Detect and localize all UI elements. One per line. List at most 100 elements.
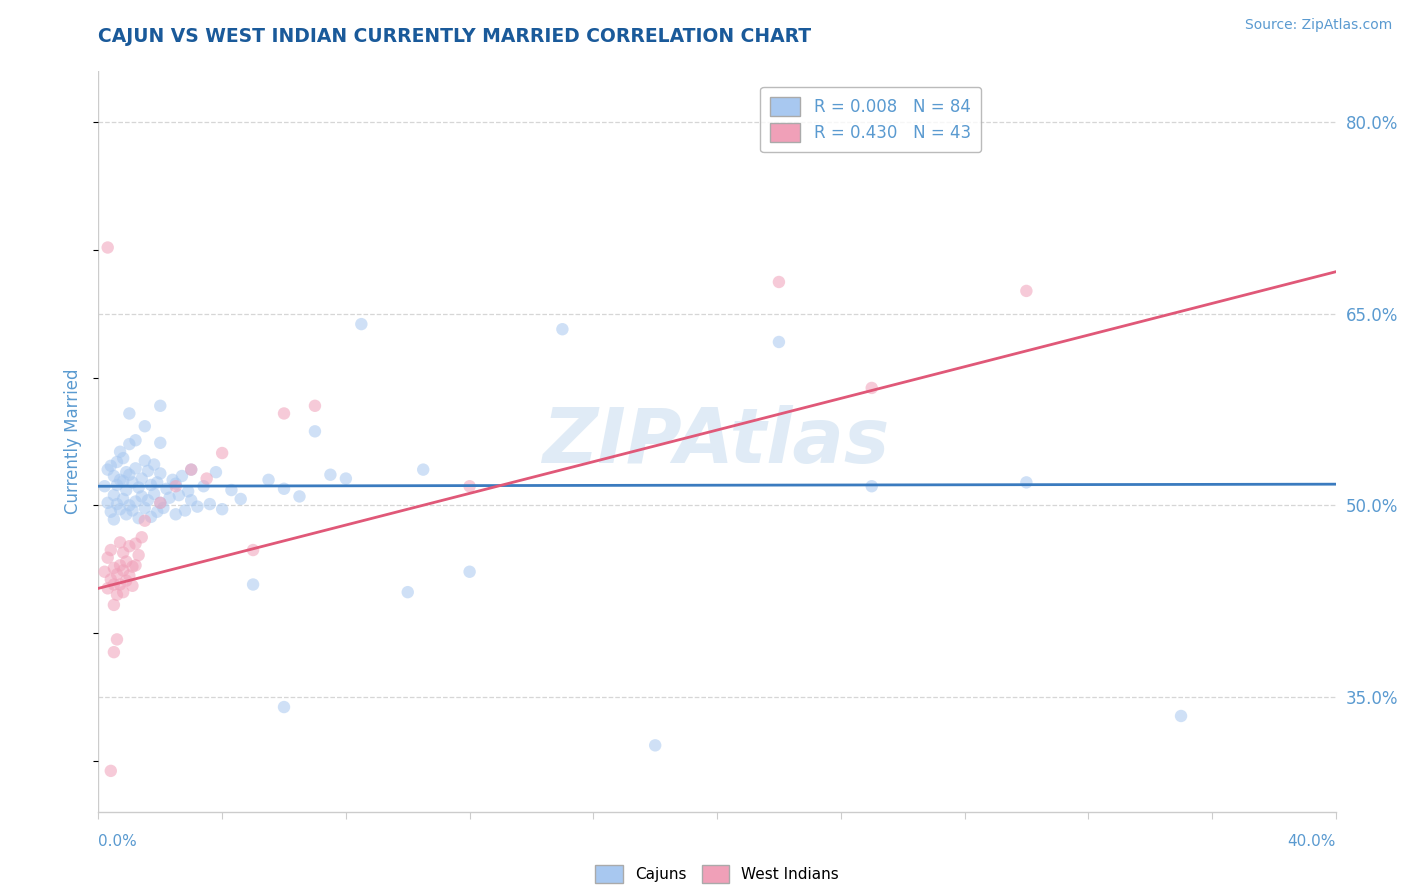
Point [177, 484, 200, 499]
Point [273, 407, 295, 421]
Point [229, 491, 252, 506]
Point [211, 446, 233, 460]
Point [121, 579, 143, 593]
Text: 40.0%: 40.0% [1288, 834, 1336, 849]
Point [115, 574, 138, 588]
Point [115, 465, 138, 479]
Point [134, 514, 156, 528]
Point [167, 488, 190, 502]
Point [93, 565, 115, 579]
Point [180, 462, 202, 476]
Point [412, 462, 434, 476]
Point [105, 567, 128, 582]
Point [211, 502, 233, 516]
Point [112, 474, 135, 488]
Point [319, 467, 342, 482]
Point [97, 582, 120, 596]
Point [103, 469, 125, 483]
Point [1015, 475, 1038, 490]
Point [97, 240, 120, 254]
Point [103, 488, 125, 502]
Point [115, 508, 138, 522]
Point [551, 322, 574, 336]
Point [103, 561, 125, 575]
Point [768, 275, 790, 289]
Text: Source: ZipAtlas.com: Source: ZipAtlas.com [1244, 18, 1392, 32]
Point [186, 500, 208, 514]
Point [136, 464, 159, 478]
Point [165, 479, 187, 493]
Point [131, 530, 153, 544]
Point [100, 458, 122, 473]
Point [105, 455, 128, 469]
Point [149, 496, 172, 510]
Point [257, 473, 280, 487]
Point [335, 471, 357, 485]
Point [105, 478, 128, 492]
Point [155, 482, 177, 496]
Point [108, 502, 131, 516]
Point [149, 467, 172, 481]
Point [458, 565, 481, 579]
Point [103, 645, 125, 659]
Point [195, 471, 218, 485]
Point [97, 496, 120, 510]
Point [134, 453, 156, 467]
Point [146, 475, 169, 490]
Point [118, 407, 141, 421]
Point [124, 536, 146, 550]
Point [112, 585, 135, 599]
Point [118, 437, 141, 451]
Point [134, 500, 156, 515]
Point [121, 503, 143, 517]
Point [396, 585, 419, 599]
Point [118, 499, 141, 513]
Point [205, 465, 228, 479]
Point [128, 511, 150, 525]
Point [121, 475, 143, 490]
Point [288, 490, 311, 504]
Point [165, 508, 187, 522]
Point [143, 487, 166, 501]
Point [242, 543, 264, 558]
Point [143, 458, 166, 472]
Point [131, 471, 153, 485]
Point [108, 473, 131, 487]
Point [350, 317, 373, 331]
Point [139, 478, 162, 492]
Point [97, 550, 120, 565]
Text: CAJUN VS WEST INDIAN CURRENTLY MARRIED CORRELATION CHART: CAJUN VS WEST INDIAN CURRENTLY MARRIED C… [98, 27, 811, 45]
Point [165, 476, 187, 491]
Point [100, 543, 122, 558]
Point [174, 503, 197, 517]
Point [149, 435, 172, 450]
Point [170, 469, 193, 483]
Point [193, 479, 215, 493]
Point [112, 491, 135, 506]
Point [304, 425, 326, 439]
Point [115, 555, 138, 569]
Point [108, 535, 131, 549]
Legend: Cajuns, West Indians: Cajuns, West Indians [589, 859, 845, 889]
Point [112, 546, 135, 560]
Y-axis label: Currently Married: Currently Married [65, 368, 83, 515]
Point [860, 381, 883, 395]
Point [124, 434, 146, 448]
Point [242, 577, 264, 591]
Point [644, 739, 666, 753]
Point [105, 588, 128, 602]
Point [159, 491, 181, 505]
Point [100, 764, 122, 778]
Point [146, 505, 169, 519]
Point [134, 419, 156, 434]
Point [131, 490, 153, 504]
Point [108, 577, 131, 591]
Point [149, 399, 172, 413]
Point [149, 496, 172, 510]
Point [273, 700, 295, 714]
Point [162, 473, 184, 487]
Point [128, 548, 150, 562]
Point [115, 483, 138, 497]
Point [768, 334, 790, 349]
Point [860, 479, 883, 493]
